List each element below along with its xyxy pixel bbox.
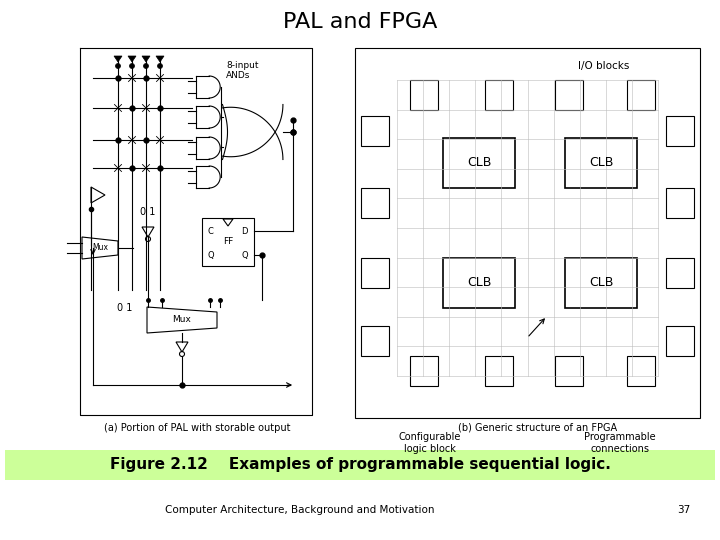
Text: CLB: CLB	[467, 157, 491, 170]
Bar	[627, 80, 655, 110]
Circle shape	[115, 64, 120, 69]
Text: 0 1: 0 1	[140, 207, 156, 217]
Polygon shape	[114, 56, 122, 62]
Text: Mux: Mux	[92, 244, 108, 253]
Bar	[443, 258, 515, 308]
Text: CLB: CLB	[467, 276, 491, 289]
Text: (a) Portion of PAL with storable output: (a) Portion of PAL with storable output	[104, 423, 290, 433]
Bar	[555, 356, 583, 386]
Text: 37: 37	[677, 505, 690, 515]
Text: 0 1: 0 1	[117, 303, 132, 313]
Text: 8-input: 8-input	[226, 60, 258, 70]
Text: Q: Q	[241, 251, 248, 260]
Text: Mux: Mux	[173, 315, 192, 325]
Text: CLB: CLB	[589, 157, 613, 170]
Bar	[443, 138, 515, 188]
Text: ANDs: ANDs	[226, 71, 251, 80]
Bar	[666, 258, 694, 288]
Text: D: D	[241, 227, 248, 236]
Text: PAL and FPGA: PAL and FPGA	[283, 12, 437, 32]
Bar	[666, 326, 694, 356]
Text: Configurable
logic block: Configurable logic block	[399, 432, 462, 454]
Circle shape	[143, 64, 148, 69]
Bar	[202, 218, 254, 266]
Text: I/O blocks: I/O blocks	[577, 61, 629, 71]
Bar	[565, 258, 637, 308]
Text: Programmable
connections: Programmable connections	[584, 432, 656, 454]
Bar	[627, 356, 655, 386]
Bar	[565, 138, 637, 188]
Text: C: C	[208, 227, 214, 236]
Bar	[361, 116, 389, 146]
Bar	[666, 188, 694, 218]
Circle shape	[130, 64, 135, 69]
Text: FF: FF	[223, 238, 233, 246]
Bar	[666, 116, 694, 146]
Bar	[555, 80, 583, 110]
Bar	[485, 356, 513, 386]
Circle shape	[158, 64, 163, 69]
Text: CLB: CLB	[589, 276, 613, 289]
Bar	[410, 80, 438, 110]
Text: (b) Generic structure of an FPGA: (b) Generic structure of an FPGA	[458, 423, 617, 433]
Polygon shape	[142, 56, 150, 62]
Bar	[361, 326, 389, 356]
Bar	[485, 80, 513, 110]
Text: Computer Architecture, Background and Motivation: Computer Architecture, Background and Mo…	[166, 505, 435, 515]
Bar	[410, 356, 438, 386]
Bar	[5, 450, 715, 480]
Text: Figure 2.12    Examples of programmable sequential logic.: Figure 2.12 Examples of programmable seq…	[109, 457, 611, 472]
Bar	[355, 48, 700, 418]
Polygon shape	[156, 56, 164, 62]
Bar	[361, 188, 389, 218]
Text: Q: Q	[208, 251, 215, 260]
Polygon shape	[128, 56, 136, 62]
Bar	[361, 258, 389, 288]
